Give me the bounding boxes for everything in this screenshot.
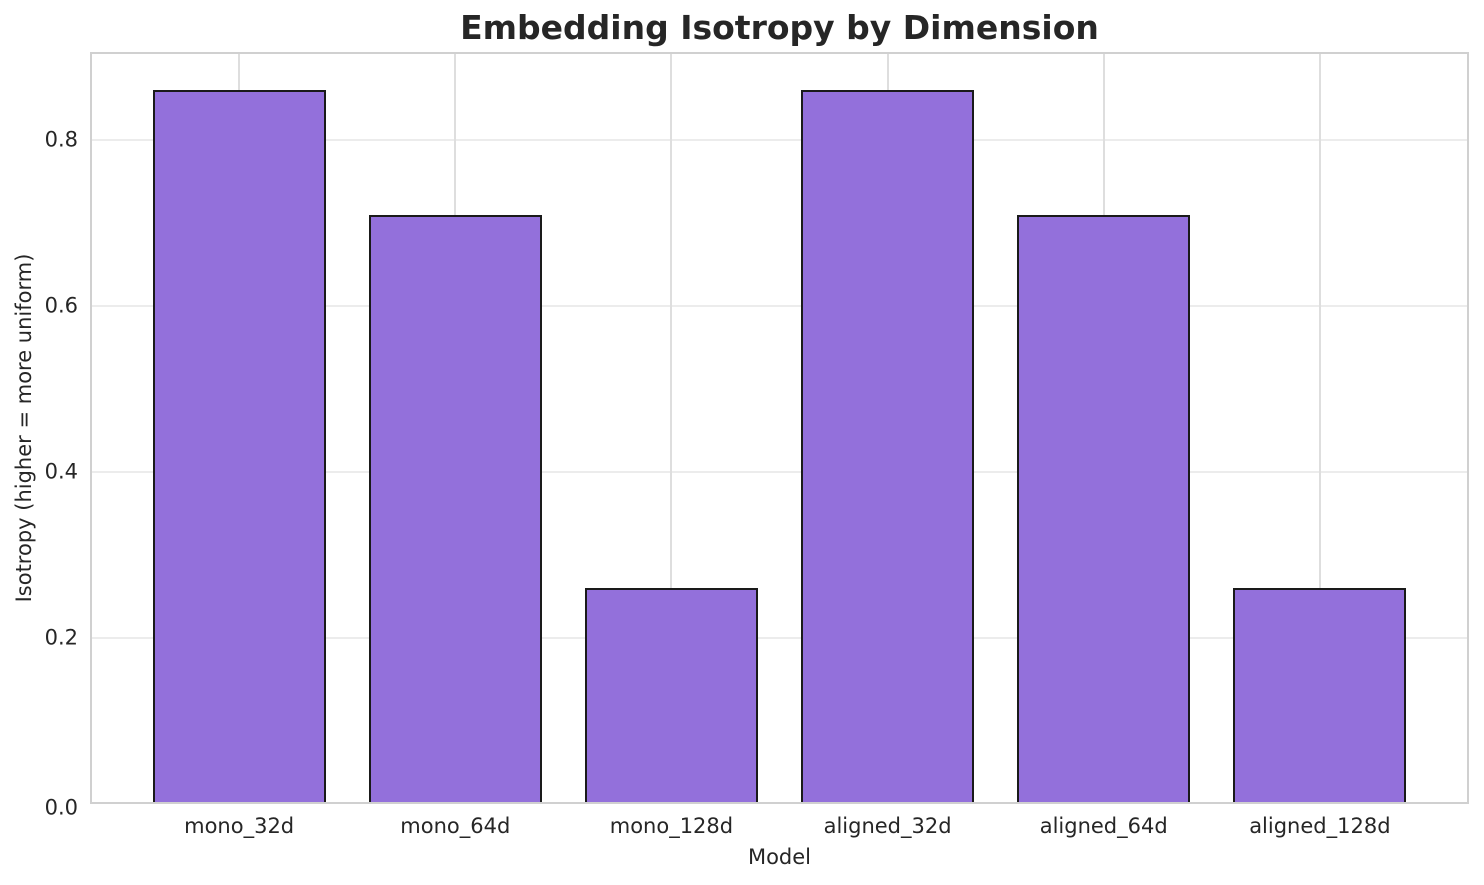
plot-area [90, 52, 1469, 804]
y-tick-label-0.2: 0.2 [44, 625, 78, 650]
x-tick-label-aligned_64d: aligned_64d [1039, 814, 1168, 838]
bar-mono_128d [584, 588, 758, 804]
v-gridline-mono_128d [670, 52, 673, 804]
y-tick-label-0.6: 0.6 [44, 293, 78, 318]
x-tick-label-aligned_32d: aligned_32d [823, 814, 952, 838]
chart-title: Embedding Isotropy by Dimension [460, 8, 1099, 47]
bar-aligned_32d [801, 90, 975, 804]
h-gridline-0.2 [90, 637, 1469, 639]
x-tick-label-mono_128d: mono_128d [609, 814, 734, 838]
y-tick-label-0.8: 0.8 [44, 127, 78, 152]
x-axis-label: Model [747, 845, 812, 869]
h-gridline-0.8 [90, 138, 1469, 141]
x-tick-label-mono_64d: mono_64d [400, 814, 511, 838]
h-gridline-0.6 [90, 305, 1469, 307]
bar-mono_64d [368, 214, 542, 804]
bar-aligned_128d [1233, 588, 1407, 804]
h-gridline-0.4 [90, 471, 1469, 473]
x-tick-label-aligned_128d: aligned_128d [1249, 814, 1391, 838]
bar-mono_32d [152, 90, 326, 804]
bar-aligned_64d [1017, 214, 1191, 804]
y-tick-label-0.0: 0.0 [44, 795, 78, 820]
y-tick-label-0.4: 0.4 [44, 459, 78, 484]
x-tick-label-mono_32d: mono_32d [184, 814, 295, 838]
v-gridline-aligned_128d [1318, 52, 1321, 804]
